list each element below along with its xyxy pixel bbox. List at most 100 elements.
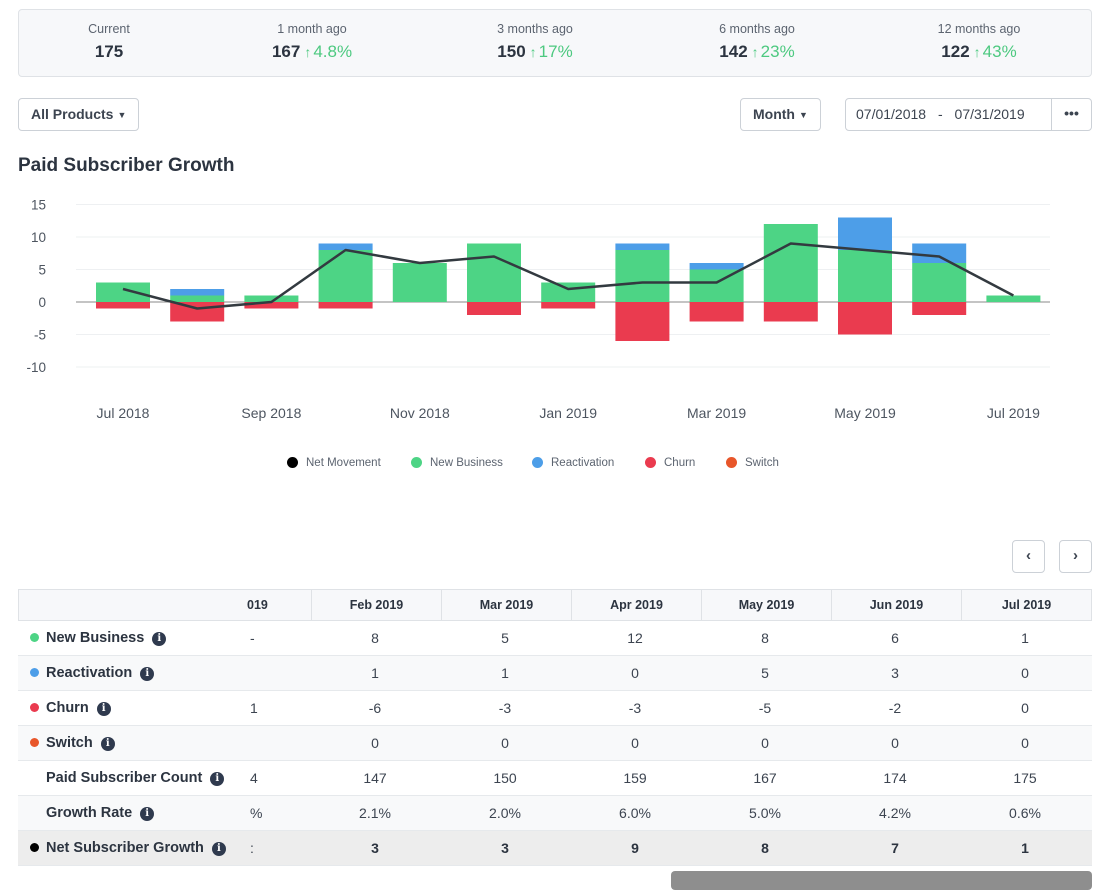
stat-change: 43%: [982, 42, 1017, 61]
legend-item-reactivation[interactable]: Reactivation: [532, 455, 614, 471]
column-header[interactable]: Jun 2019: [831, 590, 961, 620]
stat-label: 3 months ago: [497, 22, 573, 36]
legend-dot: [645, 457, 656, 468]
table-cell: 0: [631, 665, 639, 681]
row-label-text: New Business: [46, 630, 145, 646]
legend-item-net-movement[interactable]: Net Movement: [287, 455, 381, 471]
prev-page-button[interactable]: ‹: [1012, 540, 1045, 573]
table-row: Switch i 0 0 0 0 0 0: [18, 726, 1092, 761]
info-icon[interactable]: i: [140, 807, 155, 821]
table-cell: 6.0%: [619, 805, 651, 821]
partial-cell: %: [250, 805, 263, 821]
row-label: Reactivation i: [18, 656, 248, 690]
date-range-picker[interactable]: 07/01/2018 - 07/31/2019 •••: [845, 98, 1092, 131]
legend-dot: [287, 457, 298, 468]
info-icon[interactable]: i: [210, 772, 225, 786]
partial-cell: 4: [250, 770, 258, 786]
column-header[interactable]: Feb 2019: [311, 590, 441, 620]
series-dot: [30, 843, 39, 852]
x-tick-label: Jan 2019: [539, 405, 597, 421]
next-page-button[interactable]: ›: [1059, 540, 1092, 573]
chart-title: Paid Subscriber Growth: [18, 155, 235, 176]
table-cell: 5: [761, 665, 769, 681]
arrow-up-icon: ↑: [751, 44, 759, 60]
legend-item-churn[interactable]: Churn: [645, 455, 695, 471]
table-cell: 8: [371, 630, 379, 646]
row-label-text: Reactivation: [46, 665, 133, 681]
stat-label: 6 months ago: [719, 22, 795, 36]
horizontal-scrollbar[interactable]: [671, 871, 1092, 890]
info-icon[interactable]: i: [211, 842, 226, 856]
bar-new-business: [912, 263, 967, 302]
table-cell: -2: [888, 700, 902, 716]
bar-churn: [96, 302, 150, 309]
bar-new-business: [96, 282, 150, 302]
table-cell: 1: [1021, 630, 1029, 646]
table-cell: 0.6%: [1009, 805, 1041, 821]
bar-reactivation: [318, 243, 373, 250]
column-header[interactable]: Jul 2019: [961, 590, 1091, 620]
stat-value: 142: [719, 42, 748, 61]
table-cell: 1: [371, 665, 379, 681]
partial-cell: -: [250, 630, 255, 646]
table-cell: 1: [1021, 840, 1029, 856]
table-row: Paid Subscriber Count i 4 147 150 159 167 174 17…: [18, 761, 1092, 796]
bar-reactivation: [689, 263, 744, 270]
info-icon[interactable]: i: [100, 737, 115, 751]
more-options-button[interactable]: •••: [1051, 99, 1091, 130]
table-row: Net Subscriber Growth i: 3 3 9 8 7 1: [18, 831, 1092, 866]
bar-reactivation: [838, 217, 892, 250]
bar-new-business: [392, 263, 447, 302]
table-row: Churn i 1 -6 -3 -3 -5 -2 0: [18, 691, 1092, 726]
table-row: Reactivation i 1 1 0 5 3 0: [18, 656, 1092, 691]
column-header[interactable]: Mar 2019: [441, 590, 571, 620]
info-icon[interactable]: i: [152, 632, 167, 646]
x-tick-label: May 2019: [834, 405, 896, 421]
table-cell: 1: [501, 665, 509, 681]
bar-churn: [763, 302, 818, 322]
y-tick-label: 0: [38, 295, 46, 310]
interval-dropdown[interactable]: Month ▼: [740, 98, 821, 131]
table-cell: 147: [363, 770, 387, 786]
bar-churn: [318, 302, 373, 309]
product-filter-dropdown[interactable]: All Products ▼: [18, 98, 140, 131]
y-tick-label: -10: [26, 360, 46, 375]
row-label-text: Growth Rate: [46, 805, 133, 821]
row-label-text: Net Subscriber Growth: [46, 840, 204, 856]
table-cell: 0: [1021, 700, 1029, 716]
stat-change: 4.8%: [313, 42, 353, 61]
table-cell: 175: [1013, 770, 1037, 786]
table-cell: 8: [761, 630, 769, 646]
series-dot: [30, 703, 39, 712]
stat-value: 150: [497, 42, 526, 61]
bar-new-business: [467, 243, 521, 302]
legend-item-new-business[interactable]: New Business: [411, 455, 503, 471]
legend-item-switch[interactable]: Switch: [726, 455, 779, 471]
row-label: Net Subscriber Growth i: [18, 831, 248, 865]
y-tick-label: -5: [34, 328, 46, 343]
column-header[interactable]: Apr 2019: [571, 590, 701, 620]
table-cell: 174: [883, 770, 907, 786]
column-header[interactable]: May 2019: [701, 590, 831, 620]
column-header-partial: 019: [247, 598, 268, 612]
bar-new-business: [838, 250, 892, 302]
x-tick-label: Mar 2019: [687, 405, 746, 421]
table-header: 019 Feb 2019 Mar 2019 Apr 2019 May 2019 …: [18, 589, 1092, 621]
date-start[interactable]: 07/01/2018: [856, 106, 927, 122]
info-icon[interactable]: i: [140, 667, 155, 681]
series-dot: [30, 633, 39, 642]
stat-value: 167: [271, 42, 301, 61]
partial-cell: 1: [250, 700, 258, 716]
table-cell: -5: [758, 700, 772, 716]
row-label: Switch i: [18, 726, 248, 760]
x-tick-label: Sep 2018: [241, 405, 301, 421]
row-label-text: Churn: [46, 700, 89, 716]
table-cell: 8: [761, 840, 769, 856]
net-movement-line: [122, 242, 1014, 310]
info-icon[interactable]: i: [96, 702, 111, 716]
date-end[interactable]: 07/31/2019: [954, 106, 1025, 122]
table-cell: 3: [501, 840, 509, 856]
bar-churn: [244, 302, 299, 309]
partial-cell: :: [250, 840, 254, 856]
table-row: New Business i - 8 5 12 8 6 1: [18, 621, 1092, 656]
